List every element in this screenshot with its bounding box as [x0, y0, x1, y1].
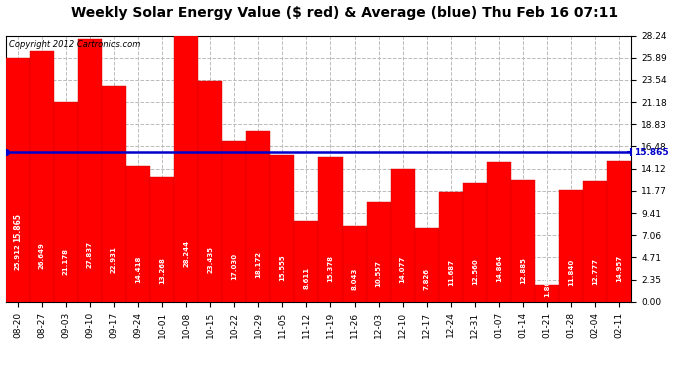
- Text: 17.030: 17.030: [231, 253, 237, 280]
- Bar: [559, 190, 583, 302]
- Bar: [246, 130, 270, 302]
- Text: 15.865: 15.865: [13, 213, 22, 242]
- Text: 14.418: 14.418: [135, 255, 141, 283]
- Text: 28.244: 28.244: [183, 240, 189, 267]
- Bar: [174, 36, 198, 302]
- Bar: [366, 202, 391, 302]
- Bar: [54, 102, 78, 302]
- Text: 14.077: 14.077: [400, 256, 406, 283]
- Bar: [78, 39, 102, 302]
- Bar: [342, 226, 366, 302]
- Text: 8.043: 8.043: [351, 268, 357, 290]
- Bar: [391, 169, 415, 302]
- Text: 7.826: 7.826: [424, 268, 430, 290]
- Bar: [583, 182, 607, 302]
- Text: 12.777: 12.777: [592, 258, 598, 285]
- Bar: [511, 180, 535, 302]
- Text: 27.837: 27.837: [87, 240, 92, 267]
- Bar: [415, 228, 439, 302]
- Bar: [535, 285, 559, 302]
- Bar: [126, 166, 150, 302]
- Text: Weekly Solar Energy Value ($ red) & Average (blue) Thu Feb 16 07:11: Weekly Solar Energy Value ($ red) & Aver…: [72, 6, 618, 20]
- Text: 8.611: 8.611: [304, 267, 309, 289]
- Text: 11.687: 11.687: [448, 259, 454, 286]
- Bar: [439, 192, 463, 302]
- Text: 26.649: 26.649: [39, 242, 45, 269]
- Bar: [295, 221, 319, 302]
- Bar: [102, 86, 126, 302]
- Bar: [270, 155, 295, 302]
- Text: 14.957: 14.957: [616, 255, 622, 282]
- Text: 22.931: 22.931: [111, 246, 117, 273]
- Text: 11.840: 11.840: [568, 258, 574, 286]
- Bar: [487, 162, 511, 302]
- Bar: [198, 81, 222, 302]
- Bar: [150, 177, 174, 302]
- Text: 13.268: 13.268: [159, 257, 165, 284]
- Text: 23.435: 23.435: [207, 246, 213, 273]
- Text: 14.864: 14.864: [496, 255, 502, 282]
- Text: 10.557: 10.557: [375, 260, 382, 287]
- Bar: [319, 157, 342, 302]
- Text: 15.555: 15.555: [279, 255, 286, 282]
- Text: 18.172: 18.172: [255, 252, 262, 279]
- Text: 25.912: 25.912: [14, 243, 21, 270]
- Text: 12.885: 12.885: [520, 258, 526, 285]
- Bar: [222, 141, 246, 302]
- Bar: [6, 58, 30, 302]
- Text: 15.865: 15.865: [633, 148, 669, 157]
- Bar: [30, 51, 54, 302]
- Text: 15.378: 15.378: [328, 255, 333, 282]
- Text: 12.560: 12.560: [472, 258, 478, 285]
- Text: 21.178: 21.178: [63, 248, 69, 275]
- Bar: [607, 161, 631, 302]
- Text: 1.802: 1.802: [544, 274, 550, 297]
- Bar: [463, 183, 487, 302]
- Text: Copyright 2012 Cartronics.com: Copyright 2012 Cartronics.com: [9, 40, 140, 49]
